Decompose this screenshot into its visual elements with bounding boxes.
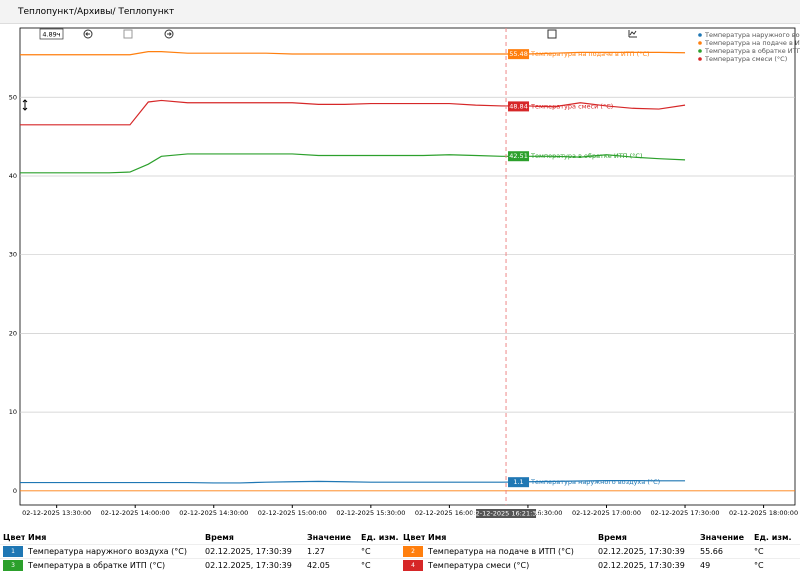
name-cell: Температура в обратке ИТП (°C) xyxy=(25,559,202,572)
cursor-series-name: Температура смеси (°C) xyxy=(530,102,613,110)
y-tick-label: 50 xyxy=(9,93,17,101)
x-tick-label: 02-12-2025 18:00:00 xyxy=(729,509,798,517)
cursor-series-name: Температура на подаче в ИТП (°C) xyxy=(530,50,650,58)
back-arrow xyxy=(86,33,90,36)
column-header: Значение xyxy=(304,531,358,545)
cursor-value: 48.84 xyxy=(509,102,528,110)
chart-icon[interactable] xyxy=(629,30,637,37)
value-cell: 1.27 xyxy=(304,545,358,559)
legend-marker xyxy=(698,49,702,53)
cursor-series-name: Температура в обратке ИТП (°C) xyxy=(530,152,642,160)
color-badge: 3 xyxy=(3,560,23,571)
color-badge: 4 xyxy=(403,560,423,571)
color-cell: 2 xyxy=(400,545,425,559)
table-icon[interactable] xyxy=(548,30,556,38)
name-cell: Температура наружного воздуха (°C) xyxy=(25,545,202,559)
x-tick-label: 02-12-2025 14:30:00 xyxy=(179,509,248,517)
scale-icon[interactable] xyxy=(23,100,27,110)
legend-marker xyxy=(698,57,702,61)
column-header: Имя xyxy=(425,531,595,545)
legend-label: Температура на подаче в ИТП (°C) xyxy=(704,39,800,47)
x-tick-label: 02-12-2025 17:00:00 xyxy=(572,509,641,517)
column-header: Ед. изм. xyxy=(751,531,800,545)
column-header: Ед. изм. xyxy=(358,531,400,545)
legend-marker xyxy=(698,41,702,45)
cursor-value: 1.1 xyxy=(513,478,523,486)
x-tick-label: 02-12-2025 14:00:00 xyxy=(101,509,170,517)
color-badge: 1 xyxy=(3,546,23,557)
value-cell: 55.66 xyxy=(697,545,751,559)
unit-cell: °C xyxy=(358,559,400,572)
column-header: Имя xyxy=(25,531,202,545)
range-label[interactable]: 4.89ч xyxy=(42,31,60,39)
cursor-value: 55.48 xyxy=(509,50,528,58)
unit-cell: °C xyxy=(751,559,800,572)
column-header: Значение xyxy=(697,531,751,545)
time-cell: 02.12.2025, 17:30:39 xyxy=(595,545,697,559)
column-header: Время xyxy=(595,531,697,545)
chart: 4.89ч 0 10 20 30 40 50 02-12-2025 13:30:00 02-1… xyxy=(0,0,800,530)
time-cell: 02.12.2025, 17:30:39 xyxy=(202,545,304,559)
y-tick-label: 20 xyxy=(9,329,17,337)
plot-area xyxy=(20,28,795,505)
x-tick-label: 02-12-2025 15:30:00 xyxy=(336,509,405,517)
color-badge: 2 xyxy=(403,546,423,557)
color-cell: 1 xyxy=(0,545,25,559)
unit-cell: °C xyxy=(751,545,800,559)
y-tick-label: 30 xyxy=(9,251,17,259)
column-header: Цвет xyxy=(0,531,25,545)
y-tick-label: 10 xyxy=(9,408,17,416)
color-cell: 4 xyxy=(400,559,425,572)
forward-arrow xyxy=(167,33,171,36)
cursor-value: 42.51 xyxy=(509,152,528,160)
name-cell: Температура на подаче в ИТП (°C) xyxy=(425,545,595,559)
reset-icon[interactable] xyxy=(124,30,132,38)
column-header: Цвет xyxy=(400,531,425,545)
legend-label: Температура в обратке ИТП (°C) xyxy=(704,47,800,55)
y-tick-label: 40 xyxy=(9,172,17,180)
time-cell: 02.12.2025, 17:30:39 xyxy=(202,559,304,572)
x-tick-label: 02-12-2025 17:30:00 xyxy=(651,509,720,517)
color-cell: 3 xyxy=(0,559,25,572)
x-tick-label: 02-12-2025 15:00:00 xyxy=(258,509,327,517)
value-cell: 49 xyxy=(697,559,751,572)
unit-cell: °C xyxy=(358,545,400,559)
column-header: Время xyxy=(202,531,304,545)
value-cell: 42.05 xyxy=(304,559,358,572)
legend-label: Температура смеси (°C) xyxy=(704,55,787,63)
cursor-series-name: Температура наружного воздуха (°C) xyxy=(530,478,660,486)
y-tick-label: 0 xyxy=(13,487,17,495)
cursor-time: 02-12-2025 16:21:38 xyxy=(472,510,541,518)
x-tick-label: 02-12-2025 13:30:00 xyxy=(22,509,91,517)
legend-label: Температура наружного воздуха (°C) xyxy=(704,31,800,39)
name-cell: Температура смеси (°C) xyxy=(425,559,595,572)
legend-marker xyxy=(698,33,702,37)
time-cell: 02.12.2025, 17:30:39 xyxy=(595,559,697,572)
